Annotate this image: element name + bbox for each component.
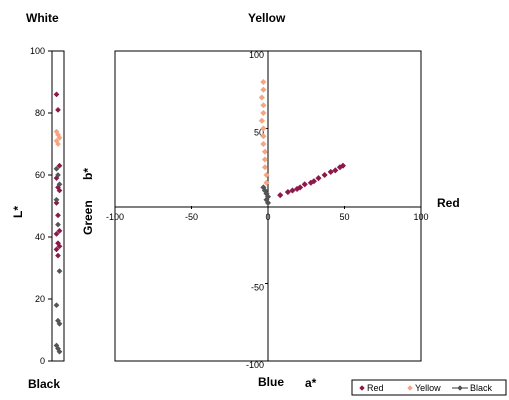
l-point-black [53,196,60,203]
ab-point-red [321,171,328,179]
l-point-black [55,221,61,228]
legend: Red Yellow Black [351,379,507,396]
l-tick-label: 80 [35,108,45,118]
ab-point-yellow [261,156,269,163]
l-point-yellow [55,141,61,147]
b-tick-label: 100 [249,50,264,60]
ab-point-yellow [260,125,267,132]
l-point-black [53,165,60,172]
b-axis-label: b* [81,168,95,180]
ab-point-yellow [260,102,267,109]
lightness-plot-frame [51,50,65,362]
ab-point-yellow [260,109,267,117]
l-tick-label: 100 [30,46,45,56]
black-label: Black [28,377,60,391]
l-point-red [53,230,60,237]
l-point-black [56,348,63,355]
ab-point-red [339,162,347,169]
ab-point-red [296,184,304,191]
legend-label-yellow: Yellow [415,383,441,393]
ab-point-yellow [260,133,267,140]
blue-label: Blue [258,375,284,389]
l-point-red [53,91,60,98]
a-tick-label: 50 [339,212,349,222]
ab-point-yellow [261,148,269,155]
l-point-red [55,106,61,113]
green-label: Green [81,200,95,235]
l-point-red [55,212,61,219]
lightness-panel: White Black L* 0 20 40 60 80 100 [11,11,65,391]
ab-point-yellow [258,94,266,101]
legend-box [351,379,507,396]
l-point-red [56,243,63,250]
l-tick-label: 0 [40,356,45,366]
l-axis-label: L* [11,206,25,218]
ab-point-yellow [260,140,267,148]
b-tick-label: -100 [246,360,264,370]
ab-point-red [310,178,318,185]
b-tick-label: -50 [251,283,264,293]
yellow-label: Yellow [248,11,286,25]
red-label: Red [437,196,460,210]
l-tick-label: 40 [35,232,45,242]
ab-point-yellow [261,164,269,171]
l-point-black [55,172,61,178]
legend-marker-red [359,385,365,391]
l-point-black [56,268,63,275]
ab-point-red [332,167,339,174]
legend-label-black: Black [470,383,493,393]
ab-point-yellow [263,171,270,179]
a-tick-label: -50 [185,212,198,222]
l-point-red [53,199,60,206]
l-point-black [53,302,60,309]
a-tick-label: -100 [106,212,124,222]
l-tick-label: 20 [35,294,45,304]
ab-point-red [315,174,322,182]
l-point-red [56,227,63,234]
a-tick-label: 0 [265,212,270,222]
l-point-black [56,181,63,188]
ab-point-red [284,188,292,196]
legend-marker-black [457,385,463,391]
l-point-yellow [56,134,63,141]
ab-point-yellow [258,117,266,124]
ab-point-red [277,191,284,199]
ab-point-yellow [263,179,270,186]
l-point-black [56,320,63,327]
a-axis-label: a* [305,376,317,390]
ab-point-red [327,168,334,176]
l-point-red [56,162,63,169]
white-label: White [26,11,59,25]
ab-point-red [301,181,308,188]
legend-marker-yellow [407,385,413,391]
l-point-red [55,252,61,259]
ab-point-black [264,199,272,207]
ab-point-red [289,187,296,194]
l-point-red [56,187,63,194]
chromaticity-panel: Yellow Blue Red Green b* a* -100 -50 0 50 10… [81,11,460,390]
l-point-red [53,246,60,253]
legend-label-red: Red [367,383,384,393]
b-tick-label: 50 [254,128,264,138]
a-tick-label: 100 [413,212,428,222]
ab-point-yellow [260,78,267,86]
ab-point-yellow [260,86,267,93]
l-tick-label: 60 [35,170,45,180]
